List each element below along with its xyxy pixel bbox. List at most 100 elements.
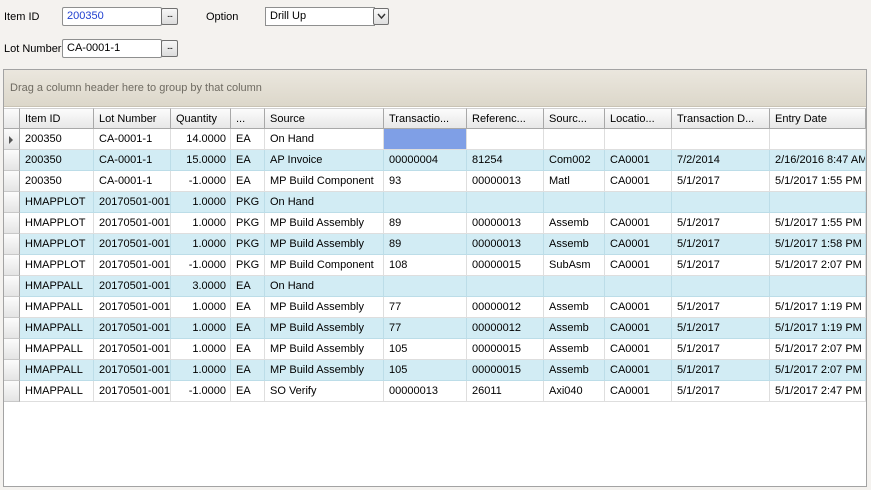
cell-source[interactable]: MP Build Assembly bbox=[265, 234, 384, 255]
cell-uom[interactable]: PKG bbox=[231, 255, 265, 276]
cell-entry-date[interactable]: 5/1/2017 1:55 PM bbox=[770, 171, 866, 192]
cell-source-code[interactable]: Assemb bbox=[544, 297, 605, 318]
column-header-source-code[interactable]: Sourc... bbox=[544, 108, 605, 129]
cell-source-code[interactable]: Axi040 bbox=[544, 381, 605, 402]
cell-source[interactable]: MP Build Assembly bbox=[265, 339, 384, 360]
cell-entry-date[interactable] bbox=[770, 129, 866, 150]
cell-item-id[interactable]: HMAPPALL bbox=[20, 318, 94, 339]
cell-entry-date[interactable]: 5/1/2017 1:19 PM bbox=[770, 297, 866, 318]
cell-location[interactable]: CA0001 bbox=[605, 234, 672, 255]
cell-lot-number[interactable]: 20170501-001 bbox=[94, 192, 171, 213]
cell-quantity[interactable]: 15.0000 bbox=[171, 150, 231, 171]
cell-location[interactable]: CA0001 bbox=[605, 255, 672, 276]
cell-reference[interactable] bbox=[467, 129, 544, 150]
cell-transaction[interactable]: 77 bbox=[384, 297, 467, 318]
cell-lot-number[interactable]: CA-0001-1 bbox=[94, 129, 171, 150]
cell-lot-number[interactable]: CA-0001-1 bbox=[94, 150, 171, 171]
cell-item-id[interactable]: HMAPPALL bbox=[20, 339, 94, 360]
cell-quantity[interactable]: 1.0000 bbox=[171, 318, 231, 339]
cell-uom[interactable]: EA bbox=[231, 276, 265, 297]
cell-quantity[interactable]: 1.0000 bbox=[171, 192, 231, 213]
column-header-source[interactable]: Source bbox=[265, 108, 384, 129]
cell-uom[interactable]: EA bbox=[231, 360, 265, 381]
item-id-input[interactable]: 200350 bbox=[62, 7, 162, 26]
cell-reference[interactable]: 00000015 bbox=[467, 255, 544, 276]
cell-transaction-date[interactable]: 5/1/2017 bbox=[672, 213, 770, 234]
cell-item-id[interactable]: HMAPPALL bbox=[20, 297, 94, 318]
cell-entry-date[interactable]: 5/1/2017 2:07 PM bbox=[770, 339, 866, 360]
item-id-lookup-button[interactable]: ... bbox=[161, 8, 178, 25]
cell-quantity[interactable]: 1.0000 bbox=[171, 213, 231, 234]
cell-transaction-date[interactable] bbox=[672, 192, 770, 213]
cell-item-id[interactable]: 200350 bbox=[20, 171, 94, 192]
table-row[interactable]: HMAPPALL 20170501-001 1.0000 EA MP Build Ass… bbox=[4, 339, 866, 360]
cell-entry-date[interactable]: 2/16/2016 8:47 AM bbox=[770, 150, 866, 171]
column-header-uom[interactable]: ... bbox=[231, 108, 265, 129]
table-row[interactable]: HMAPPLOT 20170501-001 1.0000 PKG MP Build As… bbox=[4, 213, 866, 234]
cell-uom[interactable]: EA bbox=[231, 129, 265, 150]
cell-transaction-date[interactable]: 7/2/2014 bbox=[672, 150, 770, 171]
cell-item-id[interactable]: HMAPPALL bbox=[20, 276, 94, 297]
row-selector[interactable] bbox=[4, 297, 20, 318]
cell-transaction-date[interactable]: 5/1/2017 bbox=[672, 360, 770, 381]
row-selector[interactable] bbox=[4, 171, 20, 192]
cell-source[interactable]: MP Build Component bbox=[265, 255, 384, 276]
cell-source-code[interactable]: Assemb bbox=[544, 213, 605, 234]
cell-source[interactable]: AP Invoice bbox=[265, 150, 384, 171]
cell-lot-number[interactable]: 20170501-001 bbox=[94, 297, 171, 318]
cell-quantity[interactable]: 1.0000 bbox=[171, 297, 231, 318]
column-header-transaction[interactable]: Transactio... bbox=[384, 108, 467, 129]
table-row[interactable]: 200350 CA-0001-1 -1.0000 EA MP Build Compone… bbox=[4, 171, 866, 192]
cell-transaction[interactable]: 89 bbox=[384, 213, 467, 234]
cell-source[interactable]: MP Build Component bbox=[265, 171, 384, 192]
cell-transaction-date[interactable]: 5/1/2017 bbox=[672, 297, 770, 318]
cell-item-id[interactable]: HMAPPALL bbox=[20, 381, 94, 402]
group-by-panel[interactable]: Drag a column header here to group by th… bbox=[4, 70, 866, 107]
cell-transaction[interactable]: 00000004 bbox=[384, 150, 467, 171]
cell-location[interactable]: CA0001 bbox=[605, 381, 672, 402]
cell-transaction-date[interactable]: 5/1/2017 bbox=[672, 381, 770, 402]
cell-entry-date[interactable]: 5/1/2017 1:58 PM bbox=[770, 234, 866, 255]
cell-source[interactable]: On Hand bbox=[265, 129, 384, 150]
row-selector[interactable] bbox=[4, 318, 20, 339]
cell-uom[interactable]: EA bbox=[231, 318, 265, 339]
row-selector[interactable] bbox=[4, 129, 20, 150]
row-selector[interactable] bbox=[4, 255, 20, 276]
cell-reference[interactable]: 00000013 bbox=[467, 171, 544, 192]
column-header-transaction-date[interactable]: Transaction D... bbox=[672, 108, 770, 129]
cell-source-code[interactable]: Matl bbox=[544, 171, 605, 192]
cell-entry-date[interactable] bbox=[770, 276, 866, 297]
cell-entry-date[interactable]: 5/1/2017 2:07 PM bbox=[770, 255, 866, 276]
cell-quantity[interactable]: 1.0000 bbox=[171, 234, 231, 255]
cell-quantity[interactable]: 3.0000 bbox=[171, 276, 231, 297]
cell-transaction[interactable]: 108 bbox=[384, 255, 467, 276]
cell-reference[interactable]: 00000013 bbox=[467, 213, 544, 234]
cell-location[interactable]: CA0001 bbox=[605, 339, 672, 360]
cell-transaction[interactable]: 00000013 bbox=[384, 381, 467, 402]
cell-reference[interactable] bbox=[467, 276, 544, 297]
cell-lot-number[interactable]: 20170501-001 bbox=[94, 360, 171, 381]
cell-lot-number[interactable]: 20170501-001 bbox=[94, 339, 171, 360]
cell-transaction[interactable] bbox=[384, 129, 467, 150]
cell-item-id[interactable]: HMAPPLOT bbox=[20, 213, 94, 234]
cell-reference[interactable] bbox=[467, 192, 544, 213]
cell-transaction[interactable]: 105 bbox=[384, 360, 467, 381]
row-selector[interactable] bbox=[4, 381, 20, 402]
cell-entry-date[interactable]: 5/1/2017 2:47 PM bbox=[770, 381, 866, 402]
table-row[interactable]: HMAPPLOT 20170501-001 -1.0000 PKG MP Build C… bbox=[4, 255, 866, 276]
cell-lot-number[interactable]: 20170501-001 bbox=[94, 255, 171, 276]
cell-reference[interactable]: 00000015 bbox=[467, 360, 544, 381]
cell-source[interactable]: MP Build Assembly bbox=[265, 297, 384, 318]
table-row[interactable]: HMAPPALL 20170501-001 3.0000 EA On Hand bbox=[4, 276, 866, 297]
cell-lot-number[interactable]: 20170501-001 bbox=[94, 276, 171, 297]
cell-quantity[interactable]: -1.0000 bbox=[171, 171, 231, 192]
cell-source-code[interactable]: Assemb bbox=[544, 318, 605, 339]
cell-source-code[interactable]: Assemb bbox=[544, 234, 605, 255]
cell-uom[interactable]: PKG bbox=[231, 234, 265, 255]
cell-reference[interactable]: 00000012 bbox=[467, 297, 544, 318]
table-row[interactable]: 200350 CA-0001-1 15.0000 EA AP Invoice 000000… bbox=[4, 150, 866, 171]
cell-source-code[interactable] bbox=[544, 276, 605, 297]
table-row[interactable]: HMAPPLOT 20170501-001 1.0000 PKG MP Build As… bbox=[4, 234, 866, 255]
table-row[interactable]: 200350 CA-0001-1 14.0000 EA On Hand bbox=[4, 129, 866, 150]
column-header-lot-number[interactable]: Lot Number bbox=[94, 108, 171, 129]
